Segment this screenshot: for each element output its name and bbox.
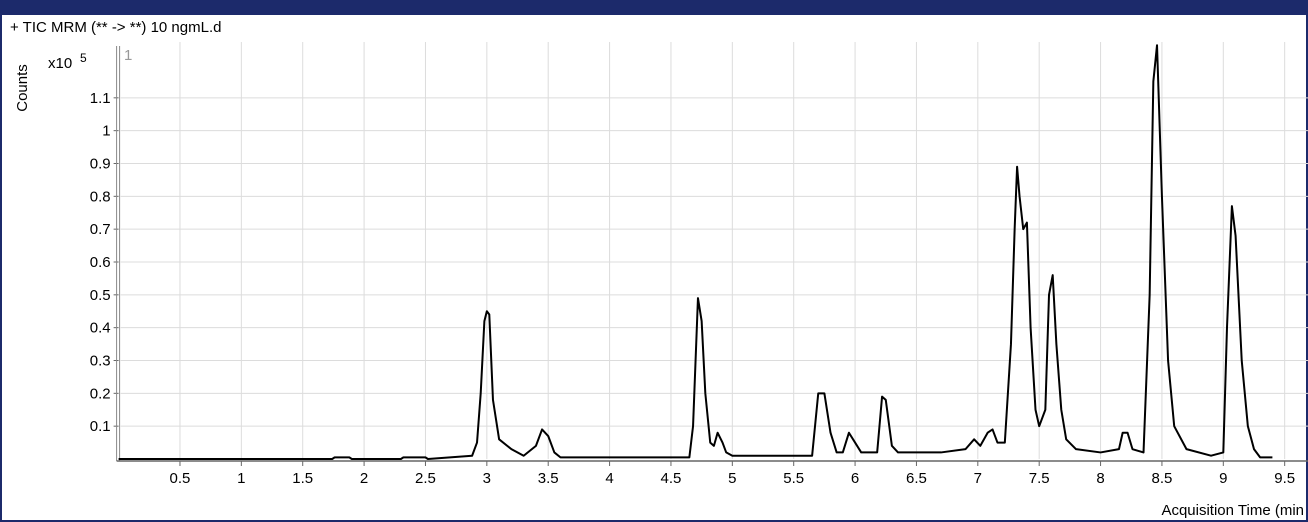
x-tick-label: 6.5 (906, 470, 927, 487)
x-tick-label: 4.5 (661, 470, 682, 487)
y-tick-label: 0.3 (90, 352, 111, 369)
y-exponent: 5 (80, 51, 87, 65)
y-multiplier: x10 (48, 55, 72, 72)
x-tick-label: 7.5 (1029, 470, 1050, 487)
chromatogram-line (118, 44, 1273, 460)
x-tick-label: 5.5 (783, 470, 804, 487)
x-tick-label: 9.5 (1274, 470, 1295, 487)
chart-title: + TIC MRM (** -> **) 10 ngmL.d (10, 19, 221, 36)
x-tick-label: 0.5 (170, 470, 191, 487)
x-tick-label: 9 (1219, 470, 1227, 487)
y-tick-label: 0.7 (90, 221, 111, 238)
y-tick-label: 1 (102, 123, 110, 140)
y-tick-label: 0.5 (90, 287, 111, 304)
frame (0, 13, 1308, 522)
y-tick-label: 0.9 (90, 155, 111, 172)
x-tick-label: 2.5 (415, 470, 436, 487)
y-tick-label: 0.2 (90, 385, 111, 402)
x-tick-label: 3.5 (538, 470, 559, 487)
y-tick-label: 0.6 (90, 254, 111, 271)
x-tick-label: 1 (237, 470, 245, 487)
x-tick-label: 6 (851, 470, 859, 487)
y-tick-label: 0.1 (90, 418, 111, 435)
x-tick-label: 7 (974, 470, 982, 487)
y-tick-label: 0.8 (90, 188, 111, 205)
y-tick-label: 1.1 (90, 90, 111, 107)
x-tick-label: 1.5 (292, 470, 313, 487)
pane-label: 1 (124, 47, 132, 64)
y-tick-label: 0.4 (90, 320, 111, 337)
x-axis-label: Acquisition Time (min (1161, 502, 1304, 519)
x-tick-label: 3 (483, 470, 491, 487)
x-tick-label: 5 (728, 470, 736, 487)
x-tick-label: 8.5 (1152, 470, 1173, 487)
x-tick-label: 4 (605, 470, 613, 487)
x-tick-label: 8 (1096, 470, 1104, 487)
y-axis-label: Counts (14, 64, 31, 112)
header-bar (0, 0, 1308, 14)
x-tick-label: 2 (360, 470, 368, 487)
